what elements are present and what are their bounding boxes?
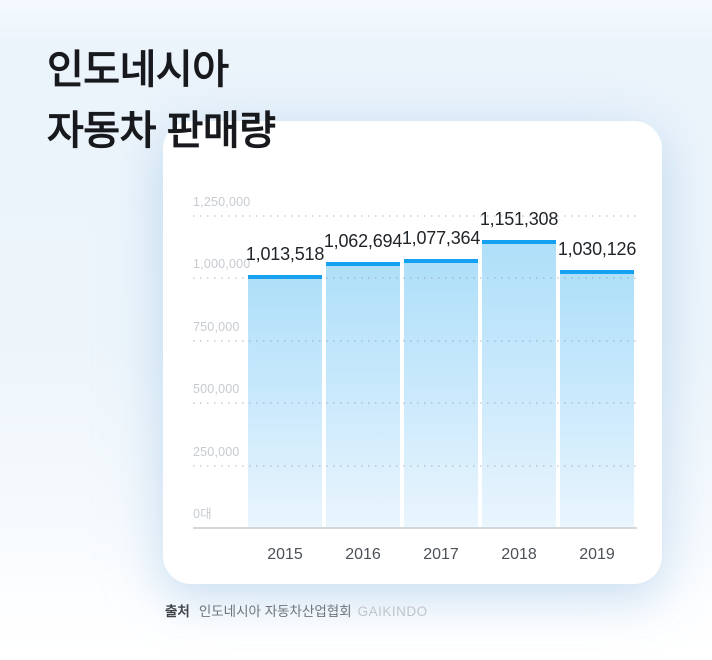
source-label: 출처 [165, 604, 190, 619]
y-axis-tick-label: 1,250,000 [193, 194, 251, 209]
bar-value-label: 1,013,518 [245, 243, 325, 264]
bar-cap [248, 274, 322, 279]
gridline-1000000 [193, 277, 637, 279]
x-axis-category-label: 2015 [267, 546, 303, 563]
bar-value-label: 1,062,694 [323, 231, 403, 252]
bar-2019 [560, 270, 634, 527]
source-line: 출처 인도네시아 자동차산업협회 GAIKINDO [165, 603, 428, 621]
bar-cap [560, 270, 634, 275]
bar-cap [404, 258, 478, 263]
gridline-500000 [193, 402, 637, 404]
bar-2018 [482, 240, 556, 527]
x-axis-category-label: 2019 [579, 546, 615, 563]
x-axis-baseline [193, 527, 637, 529]
source-organization: 인도네시아 자동차산업협회 [198, 604, 352, 619]
bar-2017 [404, 258, 478, 527]
page-title-line1: 인도네시아 [47, 48, 229, 92]
x-axis-category-label: 2018 [501, 546, 537, 563]
bar-2015 [248, 274, 322, 527]
page-title-line2: 자동차 판매량 [47, 109, 276, 153]
bar-2016 [326, 262, 400, 527]
bar-cap [482, 240, 556, 245]
y-axis-tick-label: 0대 [193, 507, 212, 521]
gridline-250000 [193, 464, 637, 467]
gridline-750000 [193, 339, 637, 342]
bar-value-label: 1,030,126 [557, 239, 637, 260]
y-axis-tick-label: 500,000 [193, 382, 240, 396]
y-axis-tick-label: 1,000,000 [193, 257, 251, 271]
y-axis-tick-label: 750,000 [193, 319, 240, 334]
page-title: 인도네시아 자동차 판매량 [47, 40, 276, 162]
gridline-1250000 [193, 214, 637, 217]
plot-area: 0대 250,000 500,000 750,000 1,000,000 1,250,00… [163, 121, 662, 584]
source-name-en: GAIKINDO [357, 604, 428, 619]
x-axis-category-label: 2017 [423, 546, 459, 563]
bar-cap [326, 262, 400, 267]
x-axis-category-label: 2016 [345, 546, 381, 563]
y-axis-tick-label: 250,000 [193, 444, 240, 459]
bar-value-label: 1,077,364 [401, 227, 481, 248]
bar-value-label: 1,151,308 [479, 209, 559, 230]
chart-card: 0대 250,000 500,000 750,000 1,000,000 1,250,00… [163, 121, 662, 584]
